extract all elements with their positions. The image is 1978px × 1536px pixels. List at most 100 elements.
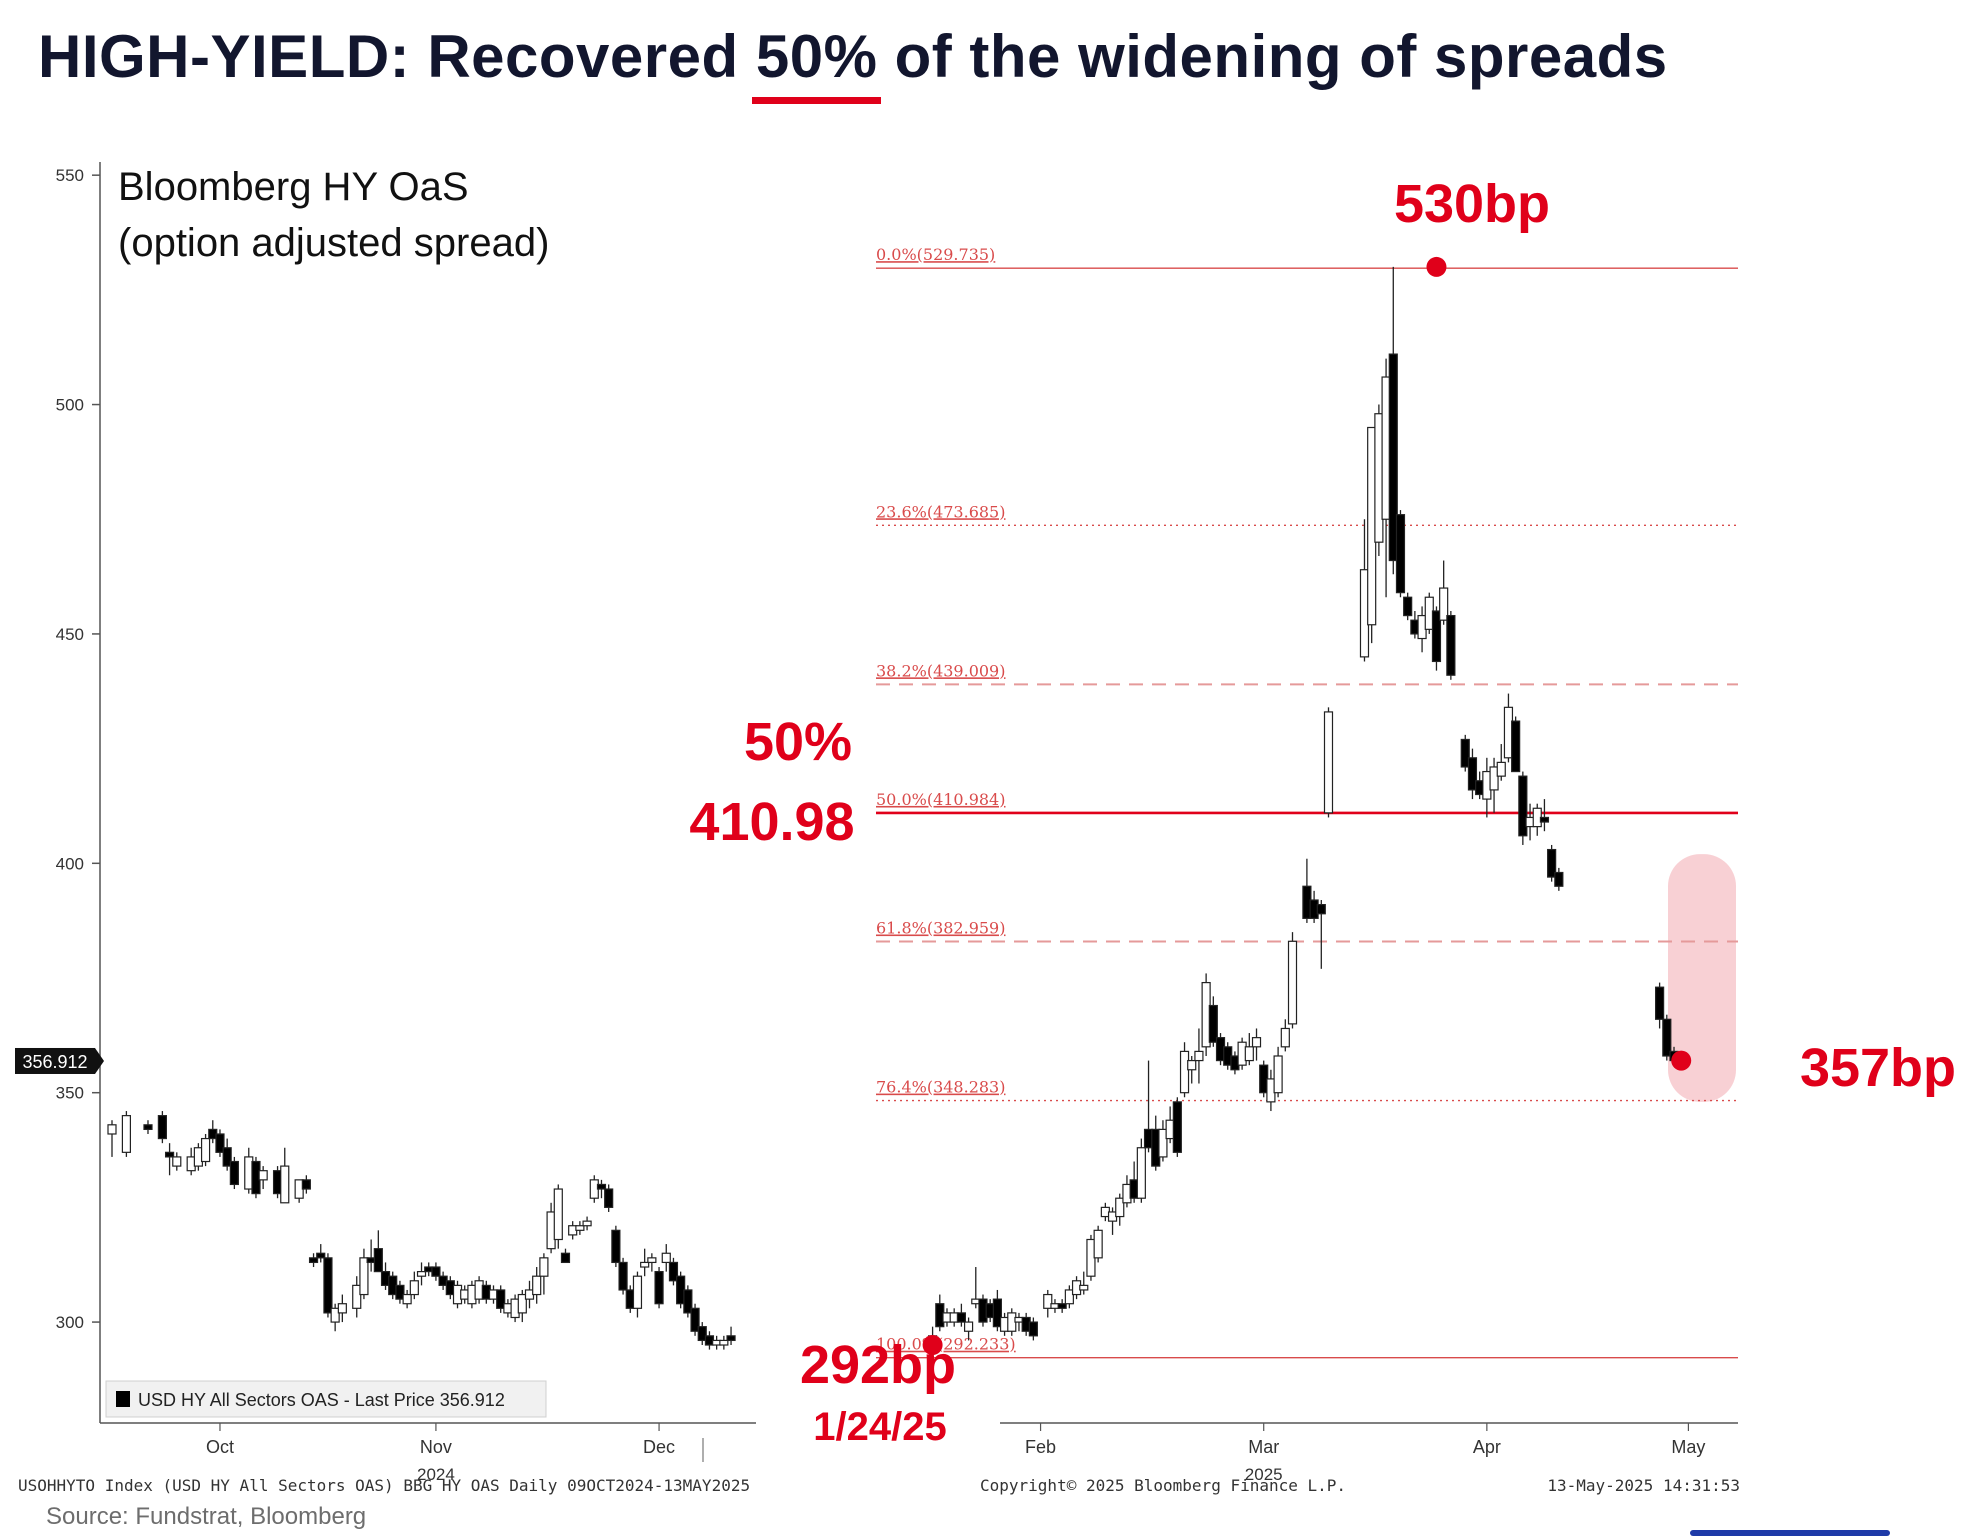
candle: [956, 1303, 966, 1327]
candle-body: [654, 1271, 664, 1305]
candle: [640, 1248, 650, 1277]
candle-body: [640, 1261, 650, 1268]
candle: [1194, 1028, 1204, 1084]
candle-body: [496, 1289, 506, 1309]
candle-body: [359, 1257, 369, 1296]
candle: [1467, 748, 1478, 800]
candle: [1115, 1193, 1125, 1226]
candle: [1273, 1046, 1283, 1098]
candle-body: [316, 1252, 326, 1259]
candle: [1244, 1033, 1254, 1066]
candle-body: [596, 1183, 607, 1190]
x-tick-label: Feb: [1025, 1437, 1056, 1457]
candle: [1287, 932, 1298, 1029]
candle-body: [647, 1257, 657, 1264]
last-label: 357bp: [1800, 1038, 1956, 1098]
footer-right: 13-May-2025 14:31:53: [1547, 1476, 1740, 1495]
candle: [1028, 1317, 1038, 1341]
fib-label: 23.6%(473.685): [876, 502, 1005, 521]
candle-body: [956, 1312, 966, 1323]
candle-body: [1446, 614, 1456, 676]
candle: [560, 1248, 571, 1264]
candle-body: [1064, 1289, 1074, 1305]
candle: [121, 1111, 131, 1157]
candle-body: [560, 1252, 571, 1264]
candle: [330, 1303, 340, 1332]
candle: [1403, 592, 1413, 621]
candle: [352, 1276, 362, 1318]
candle-body: [409, 1280, 419, 1296]
candle: [726, 1326, 736, 1346]
candle-body: [1489, 766, 1499, 791]
candle-body: [517, 1293, 527, 1314]
x-year-label: 2025: [1245, 1465, 1283, 1484]
candle: [1460, 734, 1470, 772]
fibonacci-levels: 0.0%(529.735) 23.6%(473.685) 38.2%(439.009…: [876, 245, 1738, 1359]
candle-body: [1460, 738, 1470, 768]
candle: [229, 1156, 239, 1190]
candle: [517, 1289, 527, 1323]
candle-body: [1115, 1197, 1125, 1218]
candle: [668, 1257, 679, 1286]
fib-label: 76.4%(348.283): [876, 1078, 1005, 1097]
fifty-pct-label: 50%: [744, 712, 852, 772]
annotations: 530bp 292bp 1/24/25 50% 410.98 357bp USOHHYTO …: [18, 174, 1956, 1495]
candle-body: [618, 1261, 628, 1291]
candle: [1064, 1285, 1074, 1309]
candle: [1079, 1271, 1089, 1295]
candle-body: [1172, 1101, 1182, 1153]
candle-body: [431, 1266, 441, 1277]
last-price-tag-arrow: [95, 1047, 104, 1074]
candle: [107, 1120, 117, 1157]
candle-body: [1539, 816, 1550, 823]
candle-body: [1511, 720, 1521, 773]
candle-body: [992, 1298, 1002, 1328]
candle-body: [107, 1124, 117, 1135]
candle-body: [1496, 761, 1506, 777]
candle: [200, 1133, 211, 1167]
candle: [690, 1303, 700, 1336]
candle-body: [308, 1257, 319, 1264]
candle: [963, 1317, 974, 1341]
candle: [1057, 1299, 1067, 1313]
candle: [992, 1289, 1002, 1332]
candle: [719, 1335, 729, 1350]
candle-body: [395, 1284, 405, 1300]
chart-title-line: Bloomberg HY OaS: [118, 165, 469, 209]
low-date-label: 1/24/25: [813, 1405, 946, 1449]
candle-body: [1244, 1046, 1254, 1062]
candle: [316, 1244, 326, 1263]
candle: [1662, 1014, 1672, 1061]
title-emphasis: 50%: [755, 23, 878, 90]
candle: [596, 1179, 607, 1199]
candle-body: [402, 1293, 412, 1305]
x-tick-label: Apr: [1473, 1437, 1501, 1457]
candle: [1395, 510, 1406, 598]
candle-body: [575, 1225, 585, 1231]
last-marker: [1671, 1050, 1692, 1071]
candle-body: [632, 1275, 643, 1309]
legend-text: USD HY All Sectors OAS - Last Price 356.…: [138, 1390, 505, 1410]
candle-body: [121, 1115, 131, 1153]
candle-body: [697, 1326, 707, 1342]
candle: [647, 1253, 657, 1272]
candle-body: [1554, 871, 1564, 887]
candle: [1554, 867, 1564, 891]
candle-body: [1208, 1004, 1218, 1043]
candle: [661, 1244, 671, 1272]
candle-body: [532, 1275, 542, 1296]
last-price-tag: 356.912: [22, 1052, 87, 1072]
candle: [1446, 610, 1456, 680]
candle: [431, 1262, 441, 1281]
candle-body: [323, 1257, 333, 1314]
candle: [582, 1216, 592, 1231]
candle: [1547, 844, 1557, 882]
fib-label: 61.8%(382.959): [876, 918, 1005, 937]
candle-body: [1323, 711, 1334, 814]
x-tick-label: Nov: [420, 1437, 452, 1457]
candle: [1439, 560, 1449, 625]
candle-body: [337, 1303, 347, 1314]
candle: [1136, 1138, 1146, 1203]
candle-body: [1388, 353, 1398, 562]
low-label: 292bp: [800, 1335, 956, 1395]
